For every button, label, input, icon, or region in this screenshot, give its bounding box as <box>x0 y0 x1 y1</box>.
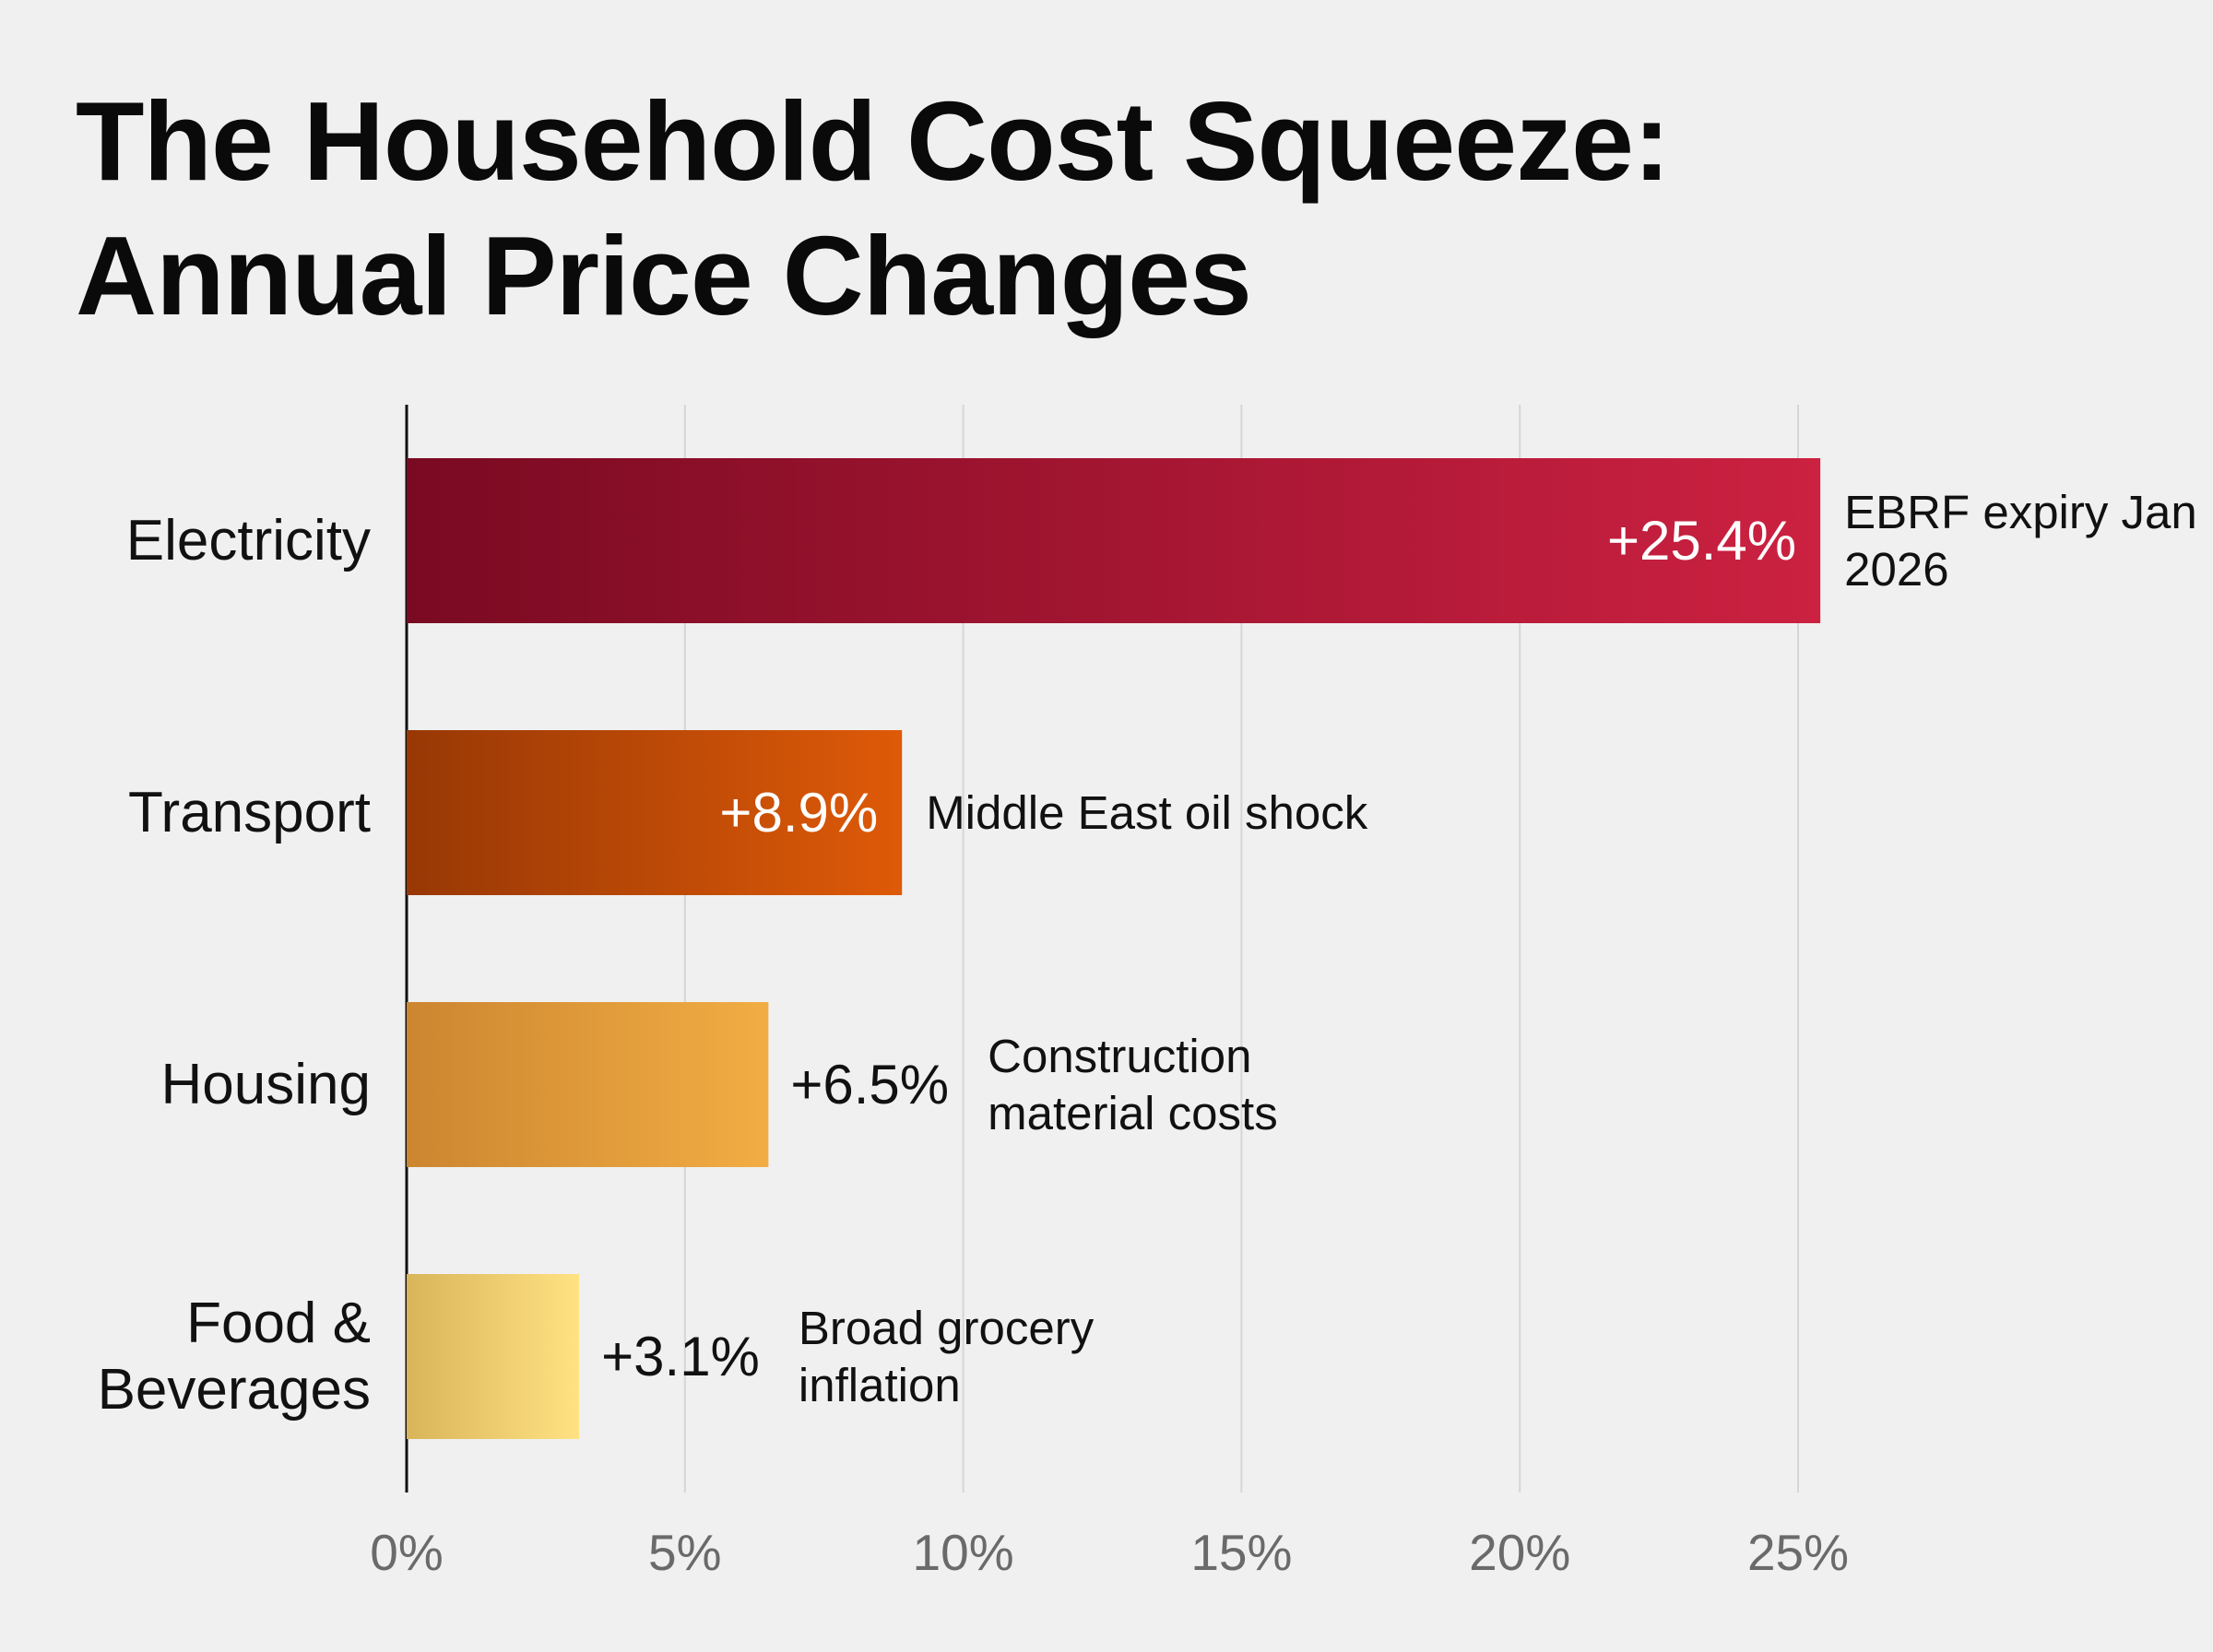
annotation: EBRF expiry Jan 2026 <box>1844 449 2213 633</box>
value-label: +25.4% <box>1607 510 1796 572</box>
value-label: +3.1% <box>601 1326 760 1387</box>
annotation-text: Middle East oil shock <box>926 785 1368 839</box>
bar <box>407 1274 580 1439</box>
annotation-text: EBRF expiry Jan 2026 <box>1844 486 2197 596</box>
y-tick-label-text: Food & Beverages <box>97 1292 371 1422</box>
y-tick-label-text: Electricity <box>125 508 371 572</box>
bar <box>407 1002 769 1167</box>
value-label: +6.5% <box>790 1054 949 1115</box>
y-tick-label-text: Housing <box>160 1052 371 1116</box>
bar <box>407 730 903 895</box>
y-tick-label: Electricity <box>37 449 371 633</box>
annotation: Construction material costs <box>988 993 1402 1177</box>
annotation: Broad grocery inflation <box>799 1265 1213 1449</box>
x-tick-label: 25% <box>1747 1524 1849 1581</box>
y-tick-label: Housing <box>37 993 371 1177</box>
annotation: Middle East oil shock <box>926 721 1627 905</box>
x-tick-label: 20% <box>1469 1524 1570 1581</box>
x-tick-label: 10% <box>913 1524 1014 1581</box>
x-tick-label: 0% <box>370 1524 444 1581</box>
annotation-text: Construction material costs <box>988 1030 1278 1139</box>
bar <box>407 458 1821 623</box>
x-tick-label: 15% <box>1190 1524 1292 1581</box>
chart-subtitle: Annual Price Changes <box>76 213 1252 338</box>
value-label: +8.9% <box>719 782 878 844</box>
chart-title: The Household Cost Squeeze: <box>76 78 1671 204</box>
y-tick-label: Food & Beverages <box>37 1265 371 1449</box>
annotation-text: Broad grocery inflation <box>798 1302 1095 1411</box>
y-tick-label: Transport <box>37 721 371 905</box>
y-tick-label-text: Transport <box>127 780 371 844</box>
x-tick-label: 5% <box>648 1524 722 1581</box>
